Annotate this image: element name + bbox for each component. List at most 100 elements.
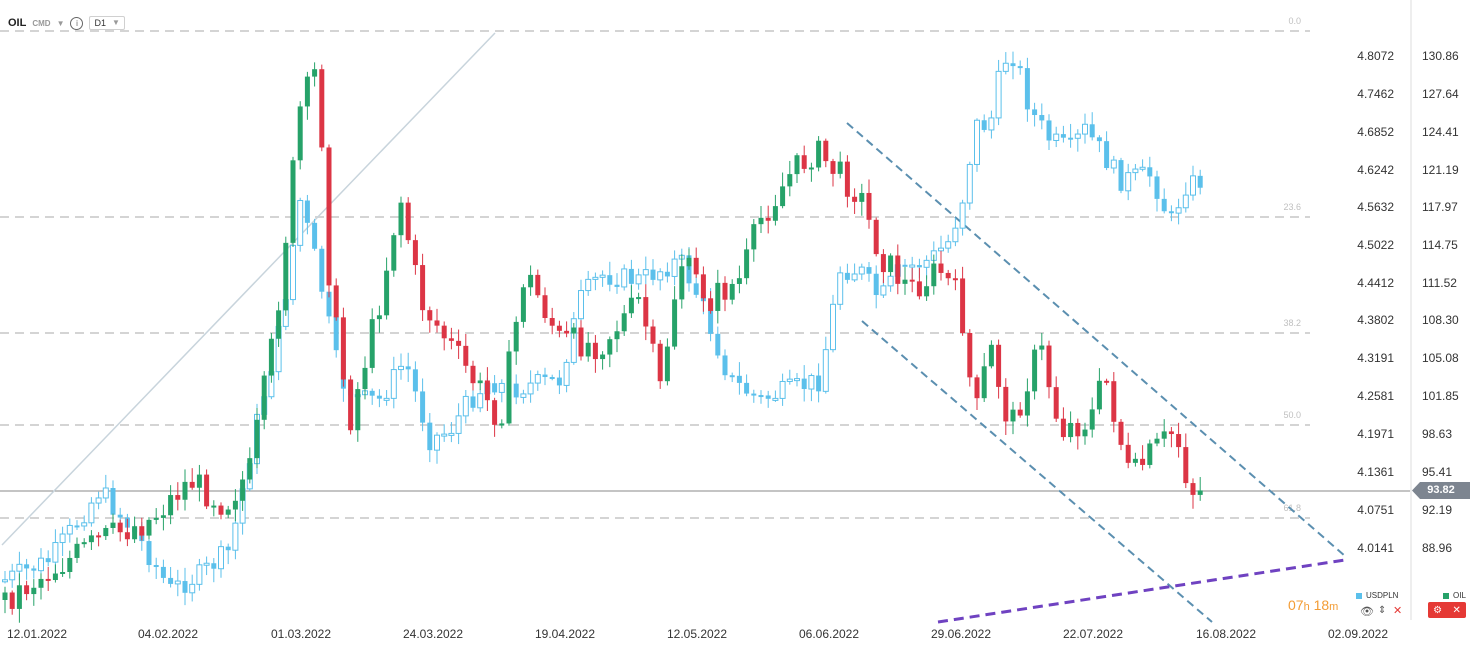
oil-candle: [1046, 340, 1052, 399]
info-icon[interactable]: i: [70, 16, 84, 30]
usdpln-candle: [1074, 129, 1081, 152]
oil-candle: [1039, 332, 1045, 361]
usdpln-candle: [1190, 165, 1196, 201]
oil-candle-body: [830, 161, 836, 174]
usdpln-candle: [153, 557, 159, 579]
oil-candle-body: [1161, 431, 1167, 439]
usdpln-candle: [751, 389, 757, 403]
usdpln-candle-body: [599, 274, 606, 278]
oil-candle-body: [103, 527, 109, 537]
oil-series: [2, 62, 1203, 623]
chevron-down-icon[interactable]: ▼: [56, 18, 65, 28]
usdpln-candle-body: [736, 375, 742, 383]
oil-candle-body: [988, 344, 994, 367]
oil-candle: [866, 179, 872, 229]
oil-candle-body: [146, 519, 152, 536]
oil-candle-body: [751, 224, 757, 250]
oil-candle: [1024, 378, 1030, 427]
oil-candle-body: [1024, 391, 1030, 416]
oil-candle-body: [16, 585, 22, 609]
oil-candle: [981, 353, 987, 402]
oil-candle: [736, 265, 742, 294]
oil-candle: [240, 471, 246, 511]
oil-candle-body: [261, 375, 267, 420]
usdpln-candle-body: [225, 546, 231, 551]
oil-candle-body: [67, 557, 73, 572]
usdpln-candle: [736, 362, 742, 395]
usdpln-candle: [498, 379, 505, 403]
usdpln-candle: [563, 359, 570, 393]
usdpln-candle-body: [916, 265, 922, 268]
eye-icon[interactable]: 👁: [1360, 606, 1374, 618]
oil-candle: [880, 249, 886, 284]
usdpln-candle-body: [801, 378, 807, 390]
oil-candle: [268, 333, 274, 383]
usdpln-candle-body: [671, 258, 678, 277]
oil-candle-body: [542, 295, 548, 319]
oil-candle: [1010, 401, 1016, 435]
usdpln-candle: [146, 535, 152, 573]
oil-candle-body: [924, 286, 930, 297]
oil-candle-body: [268, 338, 274, 376]
oil-candle-body: [729, 283, 735, 300]
close-icon: ✕: [1452, 604, 1461, 616]
oil-candle: [398, 196, 404, 248]
market-label: CMD: [32, 18, 51, 28]
close-icon[interactable]: ✕: [1393, 605, 1403, 617]
symbol-label[interactable]: OIL: [8, 17, 27, 29]
oil-candle-body: [1039, 345, 1045, 350]
left-axis-label: 4.0751: [1357, 503, 1394, 517]
oil-candle: [585, 332, 591, 362]
oil-candle: [376, 305, 382, 333]
reorder-icon[interactable]: ⇕: [1378, 605, 1387, 616]
right-axis-label: 95.41: [1422, 465, 1452, 479]
usdpln-candle-body: [1053, 133, 1060, 141]
oil-candle: [909, 267, 915, 293]
usdpln-candle: [24, 558, 30, 580]
oil-candle: [60, 558, 66, 577]
oil-candle-body: [535, 274, 541, 296]
usdpln-candle: [31, 565, 37, 579]
oil-candle: [477, 372, 483, 391]
oil-candle: [1017, 402, 1023, 418]
oil-candle-body: [1010, 409, 1016, 422]
oil-candle-body: [794, 155, 800, 175]
oil-candle-body: [1082, 429, 1088, 437]
left-axis-label: 4.3191: [1357, 351, 1394, 365]
usdpln-candle-body: [2, 579, 8, 583]
oil-candle: [787, 160, 793, 197]
legend-oil: OIL: [1443, 591, 1466, 600]
oil-candle-body: [398, 202, 404, 236]
oil-candle: [686, 248, 692, 270]
oil-candle: [765, 205, 771, 234]
x-axis-label: 12.05.2022: [667, 627, 727, 641]
usdpln-candle-body: [816, 375, 822, 392]
timeframe-select[interactable]: D1 ▼: [89, 16, 125, 30]
oil-candle: [117, 519, 123, 542]
oil-candle: [304, 71, 310, 120]
usdpln-candle: [398, 353, 404, 380]
oil-candle: [1132, 452, 1138, 467]
oil-candle: [88, 530, 94, 551]
usdpln-candle-body: [758, 395, 764, 398]
oil-candle: [679, 254, 685, 309]
right-axis-label: 92.19: [1422, 503, 1452, 517]
oil-candle: [81, 538, 87, 548]
trend-line: [1, 32, 496, 546]
oil-candle: [996, 339, 1002, 399]
usdpln-candle-body: [542, 374, 548, 378]
usdpln-candle-body: [959, 202, 966, 229]
oil-candle-body: [304, 76, 310, 107]
usdpln-candle: [657, 268, 664, 291]
series-settings-button[interactable]: ⚙ ✕: [1428, 602, 1466, 618]
usdpln-candle-body: [578, 290, 584, 320]
usdpln-candle: [168, 566, 174, 588]
left-axis-label: 4.5632: [1357, 200, 1394, 214]
usdpln-candle-body: [52, 542, 59, 563]
channel-upper: [846, 122, 1346, 557]
usdpln-candle: [1125, 163, 1132, 201]
oil-candle-body: [160, 515, 166, 518]
usdpln-candle: [88, 497, 95, 527]
oil-candle-body: [456, 340, 462, 346]
